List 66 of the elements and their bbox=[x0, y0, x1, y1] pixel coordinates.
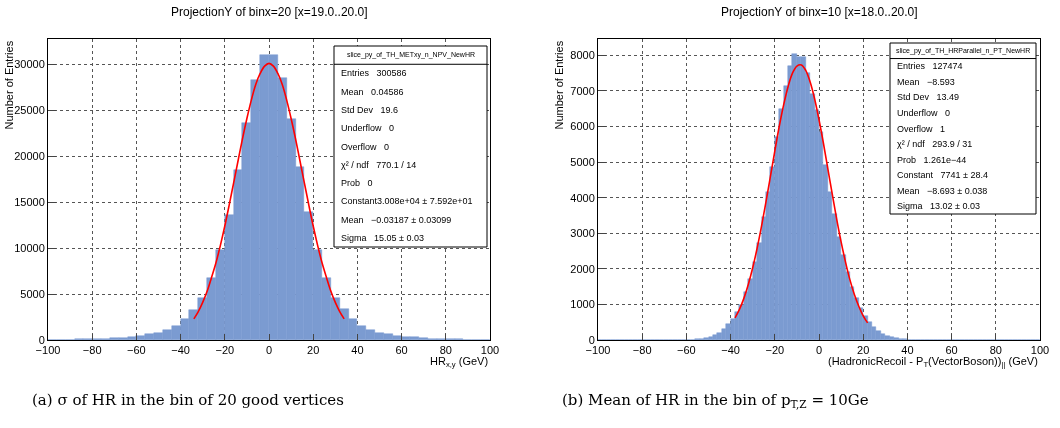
annotation: χ² / ndf 293.9 / 31 bbox=[897, 139, 973, 149]
y-tick-label: 10000 bbox=[14, 241, 45, 254]
annotation: Mean −8.593 bbox=[897, 77, 955, 87]
annotation: Entries 127474 bbox=[897, 61, 963, 71]
text: (b) Mean of HR in the bin of p$_{T,Z}$ = 10Ge bbox=[562, 391, 869, 411]
y-tick-label: 1000 bbox=[570, 298, 595, 311]
annotation: Sigma 15.05 ± 0.03 bbox=[341, 233, 424, 243]
annotation: Constant 7741 ± 28.4 bbox=[897, 170, 989, 180]
annotation: Overflow 0 bbox=[341, 142, 390, 152]
y-tick-label: 8000 bbox=[570, 49, 595, 62]
x-tick-label: −80 bbox=[82, 344, 102, 357]
y-tick-label: 30000 bbox=[14, 58, 45, 71]
y-axis-title: Number of Entries bbox=[2, 40, 15, 130]
y-tick-label: 5000 bbox=[570, 155, 595, 168]
x-axis-title: HR$_{x,y}$ (GeV) bbox=[430, 355, 489, 370]
y-tick-label: 2000 bbox=[570, 262, 595, 275]
y-tick-label: 5000 bbox=[20, 287, 45, 300]
annotation: Std Dev 13.49 bbox=[897, 92, 960, 102]
y-tick-label: 0 bbox=[38, 333, 45, 346]
y-tick-label: 3000 bbox=[570, 227, 595, 240]
y-axis-title: Number of Entries bbox=[552, 40, 565, 130]
x-tick-label: 100 bbox=[1030, 344, 1050, 357]
x-tick-label: 80 bbox=[439, 344, 452, 357]
x-tick-label: 80 bbox=[989, 344, 1002, 357]
x-tick-label: 20 bbox=[307, 344, 320, 357]
chart-title: ProjectionY of binx=20 [x=19.0..20.0] bbox=[171, 5, 368, 19]
annotation: χ² / ndf 770.1 / 14 bbox=[341, 160, 417, 170]
x-tick-label: −20 bbox=[765, 344, 785, 357]
x-tick-label: −100 bbox=[585, 344, 611, 357]
annotation: Mean −0.03187 ± 0.03099 bbox=[341, 215, 452, 225]
annotation: Mean −8.693 ± 0.038 bbox=[897, 186, 988, 196]
annotation: Mean 0.04586 bbox=[341, 87, 404, 97]
y-tick-label: 15000 bbox=[14, 195, 45, 208]
y-tick-label: 7000 bbox=[570, 84, 595, 97]
y-tick-label: 20000 bbox=[14, 150, 45, 163]
x-tick-label: −60 bbox=[677, 344, 696, 357]
x-tick-label: 100 bbox=[480, 344, 500, 357]
x-tick-label: 20 bbox=[857, 344, 870, 357]
x-tick-label: 40 bbox=[901, 344, 914, 357]
x-tick-label: −40 bbox=[171, 344, 190, 357]
y-tick-label: 25000 bbox=[14, 104, 45, 117]
x-tick-label: −100 bbox=[35, 344, 61, 357]
y-tick-label: 6000 bbox=[570, 120, 595, 133]
annotation: Entries 300586 bbox=[341, 68, 407, 78]
x-tick-label: 60 bbox=[945, 344, 958, 357]
annotation: Sigma 13.02 ± 0.03 bbox=[897, 201, 980, 211]
x-tick-label: 40 bbox=[351, 344, 364, 357]
x-tick-label: −20 bbox=[215, 344, 235, 357]
x-tick-label: 0 bbox=[815, 344, 823, 357]
annotation: Underflow 0 bbox=[897, 108, 951, 118]
x-tick-label: 0 bbox=[265, 344, 273, 357]
y-tick-label: 4000 bbox=[570, 191, 595, 204]
annotation: Prob 1.261e−44 bbox=[897, 155, 967, 165]
x-tick-label: 60 bbox=[395, 344, 408, 357]
x-axis-title: (HadronicRecoil - P$_{T}$(VectorBoson))$_{||}$ (GeV) bbox=[828, 355, 1038, 370]
y-tick-label: 0 bbox=[588, 333, 595, 346]
chart-title: ProjectionY of binx=10 [x=18.0..20.0] bbox=[721, 5, 918, 19]
x-tick-label: −60 bbox=[127, 344, 146, 357]
annotation: Prob 0 bbox=[341, 178, 373, 188]
annotation: Overflow 1 bbox=[897, 124, 946, 134]
annotation: Constant3.008e+04 ± 7.592e+01 bbox=[341, 196, 473, 206]
x-tick-label: −80 bbox=[632, 344, 652, 357]
annotation: Underflow 0 bbox=[341, 123, 395, 133]
x-tick-label: −40 bbox=[721, 344, 740, 357]
annotation: Std Dev 19.6 bbox=[341, 105, 399, 115]
text: (a) σ of HR in the bin of 20 good vertices bbox=[32, 391, 344, 409]
